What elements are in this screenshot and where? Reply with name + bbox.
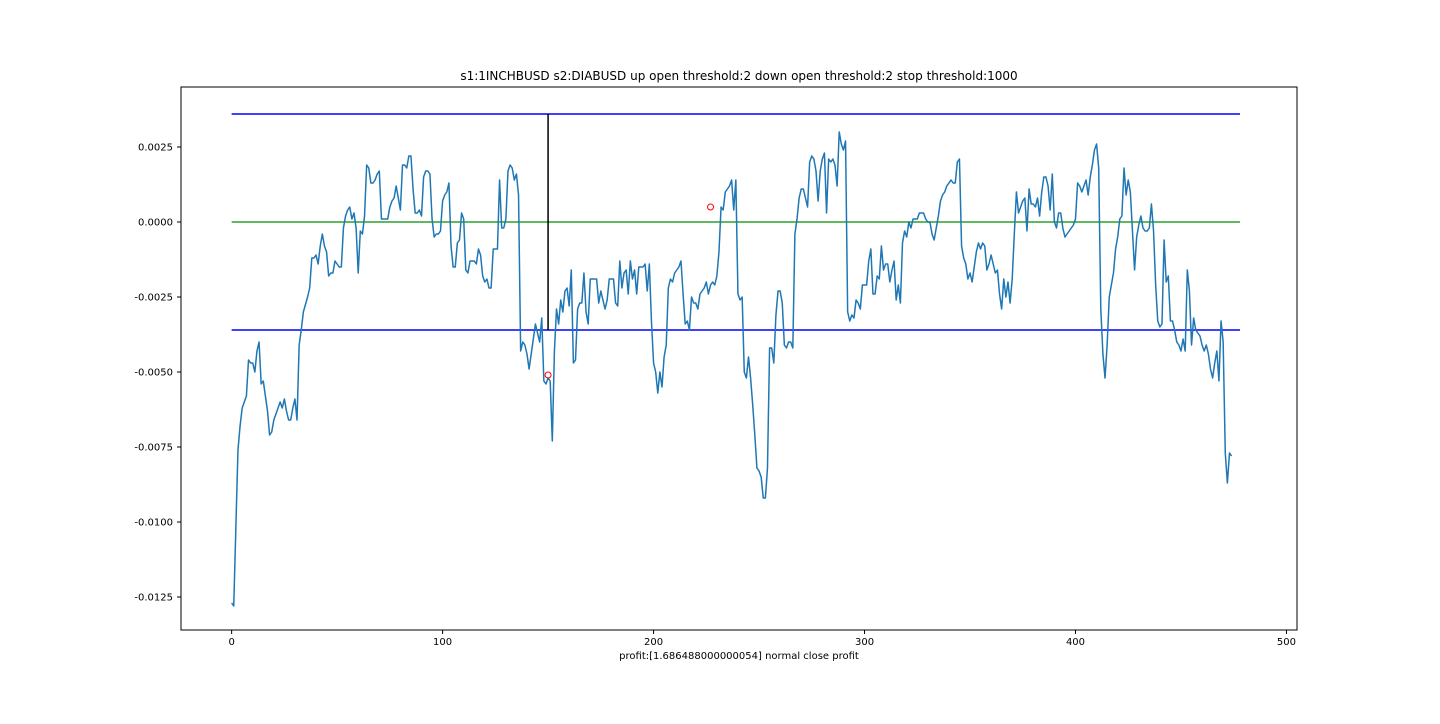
x-tick-label: 0 bbox=[228, 637, 234, 648]
chart-title: s1:1INCHBUSD s2:DIABUSD up open threshol… bbox=[460, 69, 1017, 83]
x-tick-label: 100 bbox=[433, 637, 452, 648]
x-axis: 0 100 200 300 400 500 bbox=[228, 630, 1296, 648]
series-line-0 bbox=[231, 131, 1233, 607]
y-tick-label: 0.0000 bbox=[138, 218, 173, 229]
trade-marker-1 bbox=[707, 203, 715, 211]
y-tick-label: -0.0025 bbox=[134, 293, 173, 304]
x-tick-label: 300 bbox=[855, 637, 874, 648]
x-axis-label: profit:[1.686488000000054] normal close … bbox=[619, 651, 859, 662]
y-tick-label: -0.0100 bbox=[134, 518, 173, 529]
y-tick-label: 0.0025 bbox=[138, 143, 173, 154]
x-tick-label: 500 bbox=[1277, 637, 1296, 648]
y-axis: 0.0025 0.0000 -0.0025 -0.0050 -0.0075 -0.0100… bbox=[134, 143, 181, 604]
axes-frame bbox=[180, 86, 1298, 631]
plot-area bbox=[231, 113, 1241, 607]
trade-marker-0 bbox=[544, 371, 552, 379]
y-tick-label: -0.0125 bbox=[134, 593, 173, 604]
x-tick-label: 200 bbox=[644, 637, 663, 648]
y-tick-label: -0.0075 bbox=[134, 443, 173, 454]
x-tick-label: 400 bbox=[1066, 637, 1085, 648]
y-tick-label: -0.0050 bbox=[134, 368, 173, 379]
